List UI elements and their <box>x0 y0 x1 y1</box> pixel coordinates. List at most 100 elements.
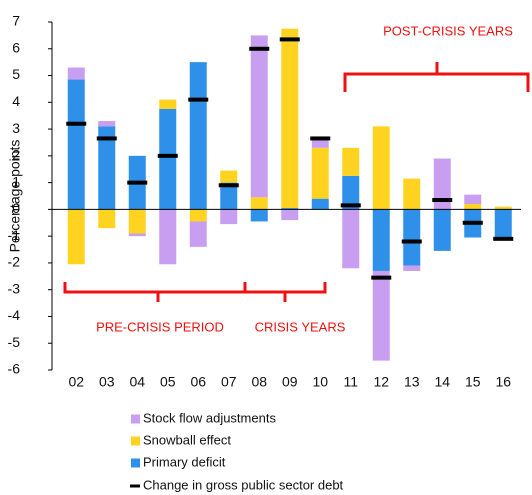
y-tick-label: 6 <box>12 39 20 55</box>
y-tick-label: 5 <box>12 66 20 82</box>
y-tick-label: 3 <box>12 120 20 136</box>
x-tick-label: 02 <box>68 374 84 390</box>
bar-segment <box>128 209 146 234</box>
y-axis-title: Percentage points <box>7 140 23 253</box>
debt-change-marker <box>371 275 392 280</box>
bar-segment <box>220 182 238 210</box>
legend-label: Stock flow adjustments <box>143 410 276 425</box>
bar-segment <box>494 206 512 210</box>
x-tick-label: 16 <box>495 374 511 390</box>
bar-segment <box>159 109 177 210</box>
bar-segment <box>403 209 421 266</box>
debt-change-marker <box>218 183 239 188</box>
y-tick-label: -3 <box>8 280 21 296</box>
post-crisis-bracket <box>343 62 530 92</box>
debt-change-marker <box>340 203 361 208</box>
bar-segment <box>311 198 329 210</box>
bar-segment <box>159 99 177 109</box>
debt-change-marker <box>432 198 453 203</box>
y-tick-label: -6 <box>8 361 21 377</box>
bar-segment <box>98 121 116 127</box>
bar-segment <box>220 209 238 225</box>
y-tick-label: 4 <box>12 93 20 109</box>
bar-segment <box>342 209 360 269</box>
bar-segment <box>281 28 299 209</box>
bar-segment <box>311 147 329 199</box>
x-tick-label: 12 <box>373 374 389 390</box>
debt-change-marker <box>310 136 331 141</box>
legend-label: Primary deficit <box>143 454 226 469</box>
x-tick-label: 03 <box>99 374 115 390</box>
bar-segment <box>342 147 360 176</box>
debt-change-marker <box>127 180 148 185</box>
debt-change-marker <box>66 121 87 126</box>
y-tick-label: -1 <box>8 227 21 243</box>
crisis-bracket <box>245 282 327 302</box>
x-tick-label: 10 <box>312 374 328 390</box>
x-tick-label: 13 <box>404 374 420 390</box>
bar-segment <box>98 126 116 210</box>
bar-segment <box>189 221 207 247</box>
y-tick-label: -2 <box>8 254 21 270</box>
x-tick-label: 15 <box>465 374 481 390</box>
bar-segment <box>464 204 482 210</box>
bar-segment <box>128 233 146 237</box>
bar-segment <box>372 270 390 361</box>
bar-segment <box>403 265 421 271</box>
x-tick-label: 05 <box>160 374 176 390</box>
bar-segment <box>189 62 207 210</box>
pre-crisis-bracket <box>63 282 247 302</box>
bar-segment <box>67 79 85 210</box>
legend-label: Snowball effect <box>143 432 231 447</box>
bar-segment <box>67 209 85 265</box>
x-tick-label: 08 <box>251 374 267 390</box>
x-tick-label: 11 <box>343 374 358 390</box>
bar-segment <box>494 209 512 238</box>
bar-segment <box>159 209 177 265</box>
debt-change-marker <box>401 239 422 244</box>
debt-change-marker <box>279 37 300 42</box>
bar-segment <box>433 209 451 251</box>
x-tick-label: 09 <box>282 374 298 390</box>
debt-change-marker <box>249 46 270 51</box>
x-tick-label: 04 <box>129 374 145 390</box>
y-tick-label: 1 <box>12 173 20 189</box>
annotation: CRISIS YEARS <box>255 319 346 334</box>
bar-segment <box>98 209 116 229</box>
annotation: PRE-CRISIS PERIOD <box>96 319 224 334</box>
y-tick-label: -4 <box>8 307 21 323</box>
bar-segment <box>372 126 390 210</box>
debt-change-marker <box>493 236 514 241</box>
bar-segment <box>433 158 451 210</box>
bar-segment <box>220 170 238 183</box>
y-tick-label: 2 <box>12 147 20 163</box>
brackets <box>63 62 530 302</box>
bar-segment <box>250 197 268 210</box>
y-tick-label: 0 <box>12 200 20 216</box>
bar-segment <box>372 209 390 271</box>
x-tick-label: 07 <box>221 374 237 390</box>
legend-swatch <box>131 436 140 446</box>
bar-segment <box>403 178 421 210</box>
annotation: POST-CRISIS YEARS <box>383 23 513 38</box>
bar-segment <box>311 139 329 148</box>
debt-change-marker <box>96 136 117 141</box>
bar-segment <box>281 209 299 221</box>
x-tick-label: 14 <box>434 374 450 390</box>
bar-segment <box>464 194 482 205</box>
debt-change-marker <box>462 220 483 225</box>
legend-marker <box>130 484 140 488</box>
legend-label: Change in gross public sector debt <box>143 477 344 492</box>
legend-swatch <box>131 414 140 424</box>
legend-swatch <box>131 458 140 468</box>
y-tick-label: -5 <box>8 334 21 350</box>
x-tick-label: 06 <box>190 374 206 390</box>
debt-change-marker <box>188 97 209 102</box>
bar-segment <box>250 209 268 222</box>
bar-segment <box>67 67 85 80</box>
bar-segment <box>189 209 207 222</box>
bar-segment <box>342 175 360 210</box>
y-tick-label: 7 <box>12 13 20 29</box>
bar-segment <box>281 208 299 210</box>
